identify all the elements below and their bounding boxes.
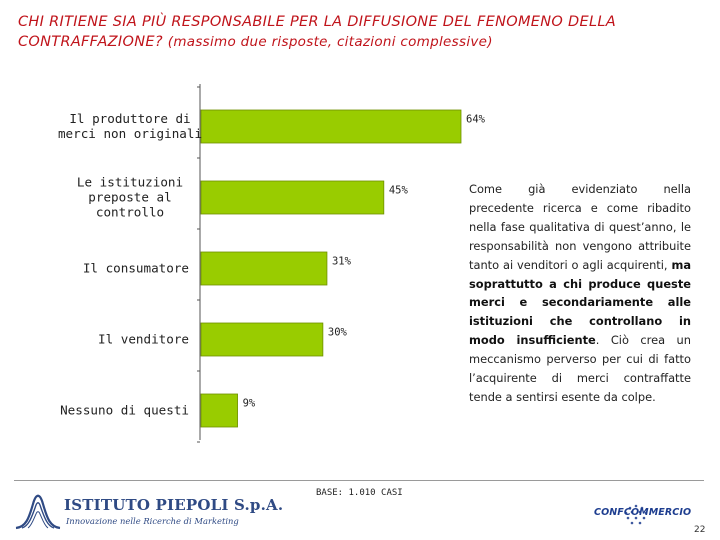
commentary-part1: Come già evidenziato nella precedente ri… bbox=[469, 182, 691, 272]
footer-divider bbox=[14, 480, 704, 481]
partner-logo-text: CONFCOMMERCIO bbox=[594, 507, 692, 518]
category-label-2: Il consumatore bbox=[83, 261, 189, 276]
bar-1 bbox=[200, 180, 385, 215]
brand-name: ISTITUTO PIEPOLI S.p.A. bbox=[64, 496, 284, 514]
category-label-1: Le istituzioni preposte al controllo bbox=[77, 175, 183, 220]
confcommercio-logo: CONFCOMMERCIO bbox=[590, 496, 692, 530]
page-number: 22 bbox=[694, 525, 706, 535]
category-label-0: Il produttore di merci non originali bbox=[58, 111, 202, 141]
confcommercio-emblem-icon bbox=[590, 498, 688, 528]
commentary-part2: . Ciò crea un meccanismo perverso per cu… bbox=[469, 333, 691, 404]
sample-base: BASE: 1.010 CASI bbox=[316, 488, 403, 498]
bell-curve-icon bbox=[15, 494, 61, 530]
bar-4 bbox=[200, 393, 238, 428]
bar-0 bbox=[200, 109, 462, 144]
istituto-piepoli-logo: ISTITUTO PIEPOLI S.p.A. Innovazione nell… bbox=[14, 488, 283, 534]
value-label-3: 30% bbox=[328, 327, 348, 339]
value-label-4: 9% bbox=[243, 398, 256, 410]
title-main: CHI RITIENE SIA PIÙ RESPONSABILE PER LA … bbox=[18, 14, 616, 50]
bar-chart: 64% Il produttore di merci non originali 45… bbox=[58, 84, 486, 443]
slide-title: CHI RITIENE SIA PIÙ RESPONSABILE PER LA … bbox=[18, 12, 708, 52]
category-label-4: Nessuno di questi bbox=[60, 403, 189, 418]
value-label-0: 64% bbox=[466, 114, 486, 126]
brand-tagline: Innovazione nelle Ricerche di Marketing bbox=[66, 516, 239, 526]
title-subtitle: (massimo due risposte, citazioni comples… bbox=[167, 34, 493, 50]
value-label-2: 31% bbox=[332, 256, 352, 268]
value-label-1: 45% bbox=[389, 185, 409, 197]
commentary-text: Come già evidenziato nella precedente ri… bbox=[469, 180, 691, 407]
bar-3 bbox=[200, 322, 324, 357]
category-label-3: Il venditore bbox=[98, 332, 189, 347]
commentary-highlight: ma soprattutto a chi produce queste merc… bbox=[469, 257, 692, 348]
bar-2 bbox=[200, 251, 328, 286]
